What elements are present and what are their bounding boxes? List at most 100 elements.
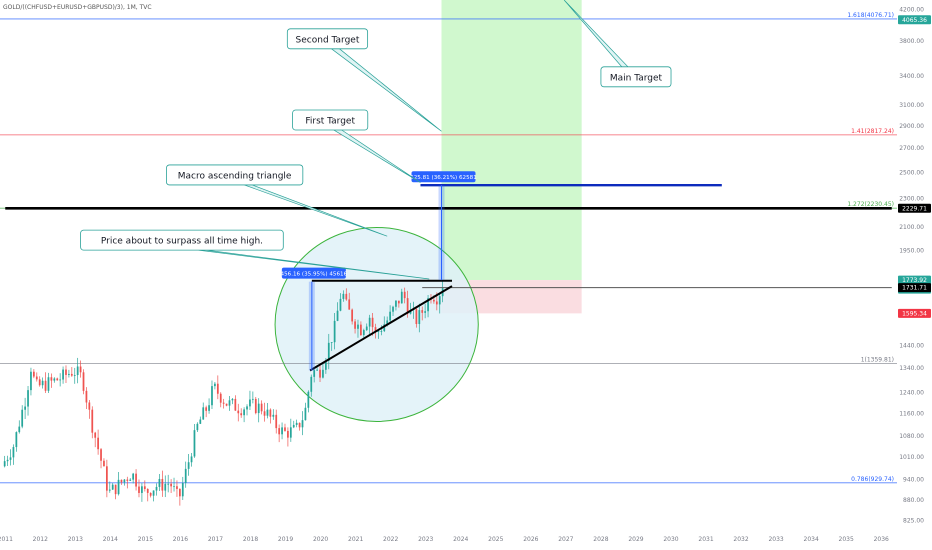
candle-body: [164, 483, 167, 491]
time-tick-label: 2035: [839, 536, 854, 543]
callout-pointer: [333, 129, 421, 183]
measure-label-box: [281, 267, 346, 279]
candle-body: [304, 407, 307, 421]
candle-body: [339, 298, 342, 311]
time-tick-label: 2028: [593, 536, 608, 543]
callout-pointer: [563, 0, 648, 88]
callout-text: Price about to surpass all time high.: [101, 237, 263, 247]
triangle-support-line: [309, 285, 453, 372]
time-tick-label: 2030: [663, 536, 678, 543]
price-tick-label: 2300.00: [899, 196, 924, 203]
candle-body: [190, 456, 193, 463]
candle-body: [117, 479, 120, 495]
candle-body: [438, 296, 441, 305]
callout-box: [600, 66, 672, 88]
candle-body: [380, 331, 383, 332]
candle-body: [374, 327, 377, 332]
candle-body: [141, 486, 143, 493]
candle-body: [132, 473, 135, 480]
candle-body: [138, 486, 140, 493]
candle-body: [421, 310, 424, 313]
callout-box: [166, 164, 304, 186]
candle-body: [281, 427, 283, 435]
price-tick-label: 2900.00: [899, 123, 924, 130]
price-tick-label: 1160.00: [899, 410, 924, 417]
candle-body: [389, 311, 391, 321]
candle-body: [395, 300, 397, 307]
candle-body: [91, 409, 94, 433]
candle-body: [310, 376, 313, 392]
measure-label: 456.16 (35.95%) 45616: [281, 272, 348, 278]
candle-body: [85, 390, 88, 403]
candle-body: [94, 432, 97, 438]
candle-body: [289, 427, 292, 438]
time-tick-label: 2031: [698, 536, 713, 543]
candle-body: [418, 310, 421, 325]
candle-body: [214, 383, 216, 387]
candle-body: [146, 488, 149, 493]
time-tick-label: 2011: [0, 536, 13, 543]
candle-body: [348, 299, 351, 310]
candle-body: [301, 420, 304, 428]
candle-body: [176, 486, 178, 489]
price-tag-label: 1731.71: [902, 285, 927, 292]
price-tick-label: 2500.00: [899, 169, 924, 176]
triangle-circle: [274, 226, 479, 422]
candle-body: [292, 424, 295, 428]
candle-body: [205, 407, 208, 411]
candle-body: [120, 479, 123, 483]
fib-level-label: 1.272(2230.45): [847, 201, 894, 208]
candle-body: [32, 371, 35, 377]
fib-level-label: 1.41(2817.24): [851, 128, 894, 135]
price-tag: [898, 283, 931, 293]
candle-body: [269, 409, 272, 417]
price-tick-label: 2100.00: [899, 224, 924, 231]
price-tick-label: 3800.00: [899, 38, 924, 45]
candle-body: [327, 342, 330, 361]
candle-body: [284, 427, 286, 431]
price-tick-label: 1340.00: [899, 365, 924, 372]
time-tick-label: 2026: [523, 536, 538, 543]
candle-body: [173, 486, 175, 488]
time-axis: 2011 2012 2013 2014 2015 2016 2017 2018 2019 2020…: [0, 530, 932, 550]
candle-body: [152, 490, 155, 496]
candle-body: [41, 380, 44, 386]
candle-body: [360, 324, 362, 336]
candle-body: [82, 372, 85, 391]
candle-body: [231, 398, 234, 401]
callout-text: Second Target: [296, 35, 360, 45]
time-tick-label: 2012: [33, 536, 48, 543]
candle-body: [316, 369, 318, 371]
candle-body: [427, 298, 429, 312]
candle-body: [377, 331, 380, 332]
time-tick-label: 2034: [804, 536, 819, 543]
candle-body: [170, 483, 172, 487]
price-tick-label: 4200.00: [899, 7, 924, 14]
candle-body: [275, 414, 278, 429]
time-tick-label: 2016: [173, 536, 188, 543]
candle-body: [103, 460, 105, 467]
target-zone: [441, 0, 582, 281]
candle-body: [149, 492, 152, 496]
candle-body: [249, 399, 251, 407]
price-tag-label: 2229.71: [902, 205, 927, 212]
candle-body: [219, 393, 222, 403]
measure-label: 625.81 (36.21%) 62581: [410, 175, 477, 181]
time-tick-label: 2022: [383, 536, 398, 543]
price-tick-label: 940.00: [903, 476, 924, 483]
candle-body: [342, 293, 345, 299]
candle-body: [126, 479, 129, 481]
candle-body: [79, 366, 82, 373]
candle-body: [415, 309, 418, 325]
price-tick-label: 1440.00: [899, 343, 924, 350]
price-tag-label: 1595.34: [902, 310, 927, 317]
candle-body: [59, 379, 62, 381]
time-tick-label: 2024: [453, 536, 468, 543]
candle-body: [354, 321, 356, 329]
candle-body: [278, 428, 281, 435]
drawings-layer: 456.16 (35.95%) 45616 625.81 (36.21%) 625…: [5, 171, 892, 372]
time-tick-label: 2020: [313, 536, 328, 543]
fib-level-label: 1(1359.81): [861, 357, 894, 364]
